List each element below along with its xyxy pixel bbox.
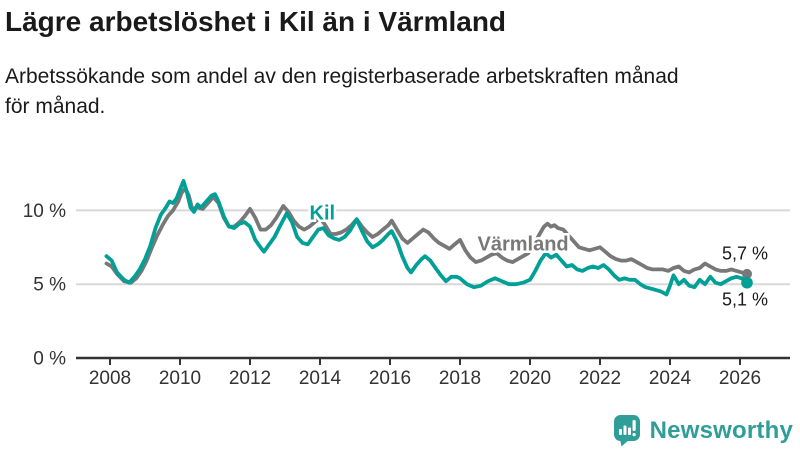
y-tick-label-0: 0 % [33, 349, 66, 370]
x-tick-label-2018: 2018 [439, 368, 481, 389]
series-label-kil: Kil [310, 202, 336, 224]
end-value-label-värmland: 5,7 % [722, 243, 768, 263]
x-tick-label-2020: 2020 [509, 368, 551, 389]
x-tick-label-2008: 2008 [89, 368, 131, 389]
x-tick-label-2014: 2014 [299, 368, 342, 389]
end-value-label-kil: 5,1 % [722, 290, 768, 310]
y-tick-label-5: 5 % [33, 275, 66, 296]
series-line-värmland [104, 186, 749, 285]
series-line-kil [104, 178, 749, 297]
chart-subtitle: Arbetssökande som andel av den registerb… [5, 65, 679, 119]
x-tick-label-2012: 2012 [229, 368, 271, 389]
x-tick-label-2024: 2024 [649, 368, 692, 389]
newsworthy-logo: Newsworthy [613, 414, 793, 447]
x-tick-label-2016: 2016 [369, 368, 411, 389]
series-end-dot-kil [741, 276, 753, 289]
newsworthy-bar-chart-bubble-icon [613, 415, 640, 447]
chart-title: Lägre arbetslöshet i Kil än i Värmland [5, 6, 507, 37]
y-tick-label-10: 10 % [23, 201, 66, 222]
series-label-värmland: Värmland [478, 233, 569, 255]
newsworthy-wordmark: Newsworthy [649, 416, 793, 444]
x-tick-label-2022: 2022 [579, 368, 621, 389]
x-tick-label-2010: 2010 [159, 368, 201, 389]
series-end-dot-värmland [742, 268, 752, 279]
x-tick-label-2026: 2026 [719, 368, 761, 389]
